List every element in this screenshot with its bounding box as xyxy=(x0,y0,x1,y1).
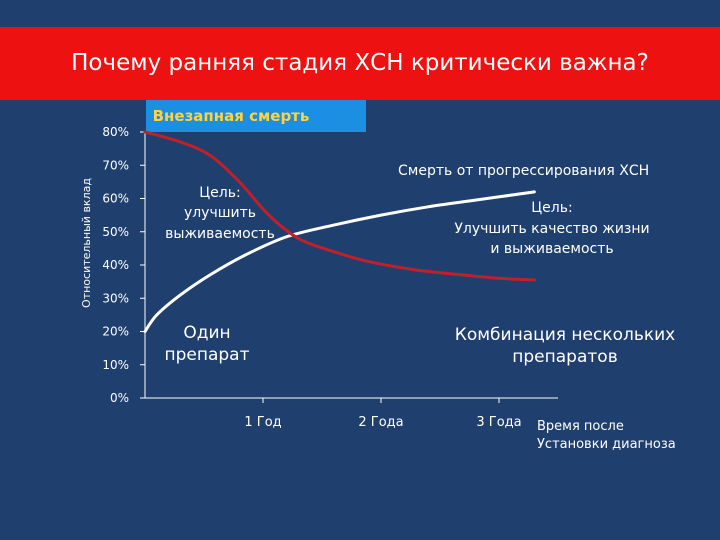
sudden-death-curve xyxy=(143,130,536,282)
title-bar xyxy=(0,27,720,100)
x-tick-label: 1 Год xyxy=(244,415,281,430)
slide-title: Почему ранняя стадия ХСН критически важн… xyxy=(71,50,649,76)
x-axis-label-line-2: Установки диагноза xyxy=(537,437,676,452)
x-axis-label-line-1: Время после xyxy=(537,419,624,434)
y-ticks: 0% 10% 20% 30% 40% 50% 60% 70% 80% xyxy=(102,125,145,405)
sudden-death-label: Внезапная смерть xyxy=(152,107,310,125)
y-axis-label: Относительный вклад xyxy=(80,178,93,308)
combination-line-1: Комбинация нескольких xyxy=(455,325,675,345)
goal-survival-line-3: выживаемость xyxy=(165,226,275,242)
combination-line-2: препаратов xyxy=(512,347,617,367)
series-lines xyxy=(143,130,536,333)
goal-survival-line-2: улучшить xyxy=(184,205,256,221)
goal-survival-line-1: Цель: xyxy=(199,185,240,201)
x-ticks: 1 Год 2 Года 3 Года xyxy=(244,398,522,430)
y-tick-label: 20% xyxy=(102,325,129,339)
y-tick-label: 70% xyxy=(102,158,129,172)
progression-death-curve xyxy=(143,190,536,333)
y-tick-label: 0% xyxy=(110,391,129,405)
y-tick-label: 30% xyxy=(102,291,129,305)
y-tick-label: 80% xyxy=(102,125,129,139)
y-tick-label: 40% xyxy=(102,258,129,272)
single-drug-line-2: препарат xyxy=(164,345,249,365)
progression-death-label: Смерть от прогрессирования ХСН xyxy=(398,163,649,179)
y-tick-label: 50% xyxy=(102,225,129,239)
y-tick-label: 60% xyxy=(102,192,129,206)
goal-quality-line-3: и выживаемость xyxy=(490,241,613,257)
y-tick-label: 10% xyxy=(102,358,129,372)
x-tick-label: 3 Года xyxy=(476,415,521,430)
goal-quality-line-2: Улучшить качество жизни xyxy=(454,221,649,237)
single-drug-line-1: Один xyxy=(183,323,230,343)
sudden-death-box xyxy=(146,100,366,132)
x-tick-label: 2 Года xyxy=(358,415,403,430)
goal-quality-line-1: Цель: xyxy=(531,200,572,216)
